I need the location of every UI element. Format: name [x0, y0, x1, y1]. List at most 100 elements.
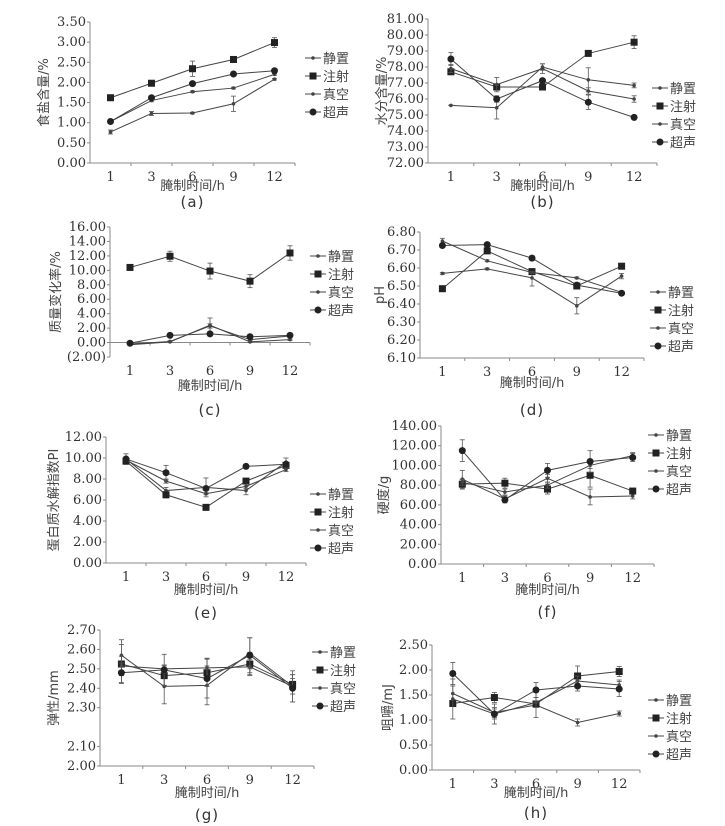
data-point: [271, 39, 278, 47]
legend-label: 静置: [670, 82, 696, 97]
y-tick-label: 3.00: [57, 35, 86, 50]
legend-label: 真空: [668, 322, 694, 337]
data-point: [451, 697, 455, 701]
y-tick-label: 75.00: [387, 108, 424, 123]
x-tick-label: 3: [147, 170, 155, 185]
legend-label: 注射: [666, 446, 692, 462]
y-tick-label: 81.00: [387, 12, 424, 27]
data-point: [632, 83, 636, 88]
y-tick-label: 40.00: [400, 518, 437, 533]
legend-label: 真空: [330, 682, 356, 697]
y-tick-label: 2.50: [57, 55, 86, 70]
x-tick-label: 3: [483, 365, 491, 380]
y-tick-label: 2.60: [67, 642, 96, 657]
data-point: [630, 38, 638, 46]
data-point: [122, 455, 130, 463]
panel-label: (g): [195, 806, 219, 824]
x-tick-label: 1: [117, 773, 125, 788]
x-tick-label: 1: [458, 571, 466, 586]
legend-label: 注射: [666, 711, 692, 727]
y-tick-label: 140.00: [392, 419, 438, 434]
x-tick-label: 3: [166, 364, 174, 379]
x-tick-label: 9: [573, 365, 581, 380]
x-tick-label: 1: [126, 364, 134, 379]
y-tick-label: (2.00): [67, 350, 106, 365]
chart-panel-g: 2.00 2.10 2.30 2.40 2.50 2.60 2.70 1 3 6 9 12 腌制时间/h…: [47, 623, 356, 824]
data-point: [584, 49, 592, 57]
x-tick-label: 3: [162, 570, 170, 585]
y-tick-label: 8.00: [77, 278, 106, 293]
data-point: [503, 490, 507, 494]
data-point: [530, 270, 534, 275]
legend-label: 注射: [668, 303, 694, 319]
y-tick-label: 1.50: [57, 96, 86, 111]
x-tick-label: 12: [284, 773, 301, 788]
legend-marker: [318, 686, 322, 690]
panel-label: (h): [524, 804, 548, 822]
x-tick-label: 6: [538, 170, 546, 185]
y-tick-label: 76.00: [387, 92, 424, 107]
x-tick-label: 12: [611, 777, 628, 792]
legend-label: 注射: [323, 69, 349, 85]
y-tick-label: 2.00: [77, 321, 106, 336]
data-point: [438, 285, 446, 293]
legend-marker: [314, 544, 322, 552]
legend-marker: [316, 290, 320, 294]
legend-marker: [652, 449, 660, 457]
legend-marker: [652, 714, 660, 722]
y-tick-label: 80.00: [387, 28, 424, 43]
y-tick-label: 0.00: [77, 336, 106, 351]
y-tick-label: 77.00: [387, 76, 424, 91]
data-point: [501, 479, 509, 487]
data-point: [440, 239, 445, 243]
x-axis-label: 腌制时间/h: [510, 179, 575, 194]
data-point: [160, 666, 168, 674]
legend-marker: [654, 469, 658, 473]
series-3: [458, 439, 637, 504]
y-tick-label: 10.00: [65, 451, 102, 466]
series-1: [107, 37, 278, 102]
data-point: [230, 70, 237, 78]
data-point: [540, 66, 545, 71]
data-point: [242, 477, 250, 485]
data-point: [573, 281, 581, 289]
legend-marker: [314, 508, 322, 516]
series-3: [122, 455, 290, 492]
legend-label: 超声: [668, 340, 694, 355]
chart-panel-f: 0.00 20.00 40.00 60.00 80.00 100.00 120.00 140.…: [376, 419, 692, 621]
x-axis-label: 腌制时间/h: [178, 379, 243, 394]
y-axis-label: 硬度/g: [376, 476, 392, 515]
data-point: [286, 331, 294, 339]
legend-label: 真空: [670, 118, 696, 133]
y-tick-label: 14.00: [69, 234, 106, 249]
legend-label: 静置: [666, 429, 692, 444]
legend-marker: [309, 108, 317, 116]
data-point: [189, 80, 196, 88]
legend-marker: [656, 326, 660, 330]
x-tick-label: 12: [613, 365, 630, 380]
legend-marker: [658, 86, 662, 90]
data-point: [148, 79, 155, 87]
series-3: [438, 241, 626, 297]
series-0: [439, 267, 625, 315]
data-point: [449, 670, 457, 677]
y-tick-label: 100.00: [392, 458, 438, 473]
data-point: [449, 103, 453, 108]
y-tick-label: 0.00: [57, 156, 86, 171]
x-tick-label: 3: [493, 170, 501, 185]
x-axis-label: 腌制时间/h: [174, 583, 239, 598]
y-tick-label: 1.50: [399, 688, 428, 703]
legend-label: 真空: [323, 88, 349, 103]
legend-label: 真空: [666, 465, 692, 480]
legend-label: 超声: [328, 542, 354, 557]
chart-panel-c: (2.00)0.002.004.006.008.0010.0012.0014.0…: [48, 220, 354, 419]
legend-marker: [314, 306, 322, 314]
data-point: [148, 94, 155, 102]
x-tick-label: 1: [438, 365, 446, 380]
data-point: [289, 684, 297, 692]
data-point: [166, 331, 174, 339]
data-point: [107, 118, 114, 126]
